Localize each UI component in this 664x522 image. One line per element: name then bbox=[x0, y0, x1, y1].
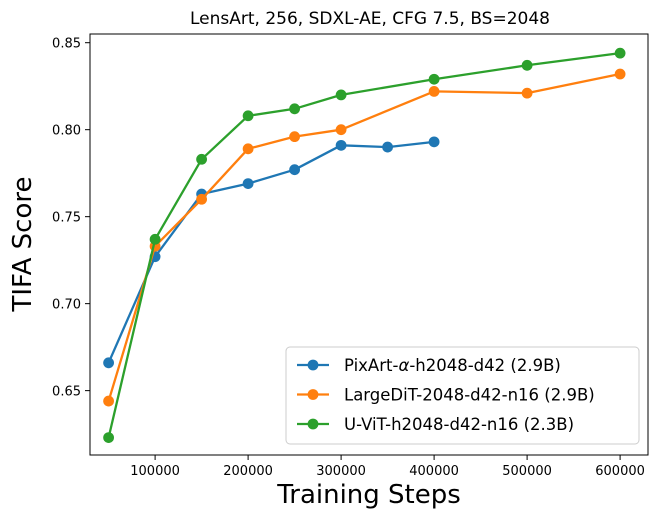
data-point bbox=[242, 178, 254, 190]
data-point bbox=[242, 143, 254, 155]
legend-label: LargeDiT-2048-d42-n16 (2.9B) bbox=[344, 386, 595, 405]
data-point bbox=[521, 59, 533, 71]
axes-frame bbox=[89, 33, 649, 456]
legend-entry: PixArt-α-h2048-d42 (2.9B) bbox=[297, 356, 561, 375]
legend-label: PixArt-α-h2048-d42 (2.9B) bbox=[344, 356, 561, 375]
y-tick-label: 0.75 bbox=[52, 211, 81, 226]
data-point bbox=[289, 131, 300, 143]
y-tick-label: 0.70 bbox=[52, 298, 81, 313]
legend-box bbox=[285, 346, 640, 445]
legend-marker bbox=[307, 389, 319, 400]
x-tick-label: 300000 bbox=[316, 464, 366, 479]
x-tick-label: 400000 bbox=[409, 464, 459, 479]
y-tick-label: 0.80 bbox=[52, 124, 81, 139]
data-point bbox=[289, 164, 300, 176]
data-point bbox=[196, 153, 208, 165]
series-line-1 bbox=[107, 140, 436, 364]
series-1 bbox=[103, 136, 440, 369]
data-point bbox=[521, 87, 533, 99]
data-point bbox=[103, 357, 114, 369]
data-point bbox=[335, 124, 347, 136]
data-point bbox=[242, 110, 254, 122]
data-point bbox=[103, 432, 114, 444]
data-point bbox=[103, 395, 114, 407]
data-point bbox=[149, 233, 161, 245]
data-point bbox=[428, 136, 440, 148]
chart-title: LensArt, 256, SDXL-AE, CFG 7.5, BS=2048 bbox=[190, 9, 550, 29]
x-tick-label: 600000 bbox=[595, 464, 645, 479]
data-point bbox=[196, 193, 208, 205]
y-tick-label: 0.85 bbox=[52, 37, 81, 52]
x-tick-label: 500000 bbox=[502, 464, 552, 479]
legend-entry: U-ViT-h2048-d42-n16 (2.3B) bbox=[297, 415, 574, 434]
data-point bbox=[614, 47, 626, 59]
data-point bbox=[289, 103, 300, 115]
data-point bbox=[382, 141, 393, 153]
x-tick-label: 100000 bbox=[130, 464, 180, 479]
x-axis-label: Training Steps bbox=[276, 480, 461, 510]
y-axis-label: TIFA Score bbox=[8, 177, 38, 313]
data-point bbox=[335, 89, 347, 101]
legend-marker bbox=[307, 359, 319, 371]
legend-label: U-ViT-h2048-d42-n16 (2.3B) bbox=[344, 415, 574, 434]
y-tick-label: 0.65 bbox=[52, 385, 81, 400]
data-point bbox=[428, 86, 440, 97]
legend: PixArt-α-h2048-d42 (2.9B) LargeDiT-2048-d… bbox=[285, 346, 640, 445]
series-3 bbox=[103, 47, 626, 444]
data-point bbox=[614, 68, 626, 80]
x-tick-label: 200000 bbox=[223, 464, 273, 479]
data-point bbox=[428, 73, 440, 85]
plot-area: 100000 200000 300000 400000 500000 600000 0.65… bbox=[52, 33, 649, 479]
legend-marker bbox=[307, 418, 319, 430]
data-point bbox=[335, 139, 347, 151]
legend-entry: LargeDiT-2048-d42-n16 (2.9B) bbox=[297, 386, 595, 405]
